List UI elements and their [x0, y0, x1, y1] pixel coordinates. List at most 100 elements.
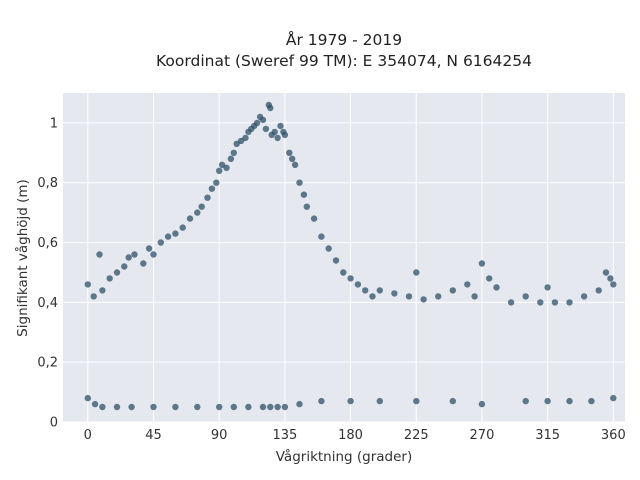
data-point — [544, 397, 551, 405]
data-point — [194, 209, 201, 216]
data-point — [449, 287, 456, 294]
data-point — [347, 275, 354, 282]
data-point — [157, 239, 164, 246]
data-point — [607, 275, 614, 282]
data-point — [376, 287, 383, 294]
data-point — [91, 400, 99, 408]
data-point — [90, 293, 97, 300]
data-point — [493, 284, 500, 291]
data-point — [340, 269, 347, 276]
data-point — [435, 293, 442, 300]
data-point — [84, 394, 92, 402]
x-tick-label: 315 — [535, 428, 560, 443]
x-tick-label: 90 — [211, 428, 228, 443]
data-point — [332, 257, 340, 264]
data-point — [413, 397, 420, 405]
y-tick-label: 1 — [50, 116, 58, 131]
data-point — [253, 119, 261, 127]
x-tick-label: 270 — [470, 428, 495, 443]
data-point — [362, 287, 369, 294]
data-point — [325, 245, 332, 252]
data-point — [544, 284, 551, 291]
data-point — [198, 203, 205, 210]
y-axis-label: Signifikant våghöjd (m) — [14, 179, 31, 337]
data-point — [125, 254, 132, 261]
data-point — [281, 403, 289, 411]
data-point — [106, 275, 113, 282]
data-point — [566, 299, 573, 306]
data-point — [405, 293, 413, 300]
data-point — [121, 263, 128, 270]
x-axis-label: Vågriktning (grader) — [276, 448, 413, 465]
data-point — [376, 397, 383, 405]
data-point — [369, 293, 376, 300]
data-point — [602, 269, 610, 276]
data-point — [318, 233, 325, 240]
data-point — [227, 155, 235, 162]
data-point — [420, 296, 427, 303]
data-point — [262, 125, 270, 133]
data-point — [354, 281, 362, 288]
data-point — [259, 403, 267, 411]
data-point — [164, 233, 172, 240]
data-point — [128, 403, 135, 411]
data-point — [588, 397, 595, 405]
y-tick-label: 0,8 — [37, 176, 58, 191]
y-tick-label: 0,2 — [37, 356, 58, 371]
data-point — [595, 287, 602, 294]
data-point — [186, 215, 194, 222]
data-point — [140, 260, 147, 267]
data-point — [551, 299, 559, 306]
data-point — [610, 281, 617, 288]
data-point — [131, 251, 138, 258]
data-point — [96, 251, 103, 258]
data-point — [179, 224, 186, 231]
data-point — [150, 251, 157, 258]
data-point — [223, 164, 230, 171]
data-point — [413, 269, 420, 276]
x-tick-label: 0 — [84, 428, 92, 443]
data-point — [216, 167, 223, 174]
y-tick-label: 0,4 — [37, 296, 58, 311]
chart-subtitle: Koordinat (Sweref 99 TM): E 354074, N 61… — [156, 52, 532, 70]
data-point — [99, 403, 106, 411]
data-point — [566, 397, 573, 405]
y-tick-label: 0,6 — [37, 236, 58, 251]
data-point — [194, 403, 201, 411]
data-point — [271, 128, 278, 136]
x-tick-label: 360 — [601, 428, 626, 443]
data-point — [610, 394, 617, 402]
data-point — [230, 403, 237, 411]
data-point — [296, 179, 303, 186]
chart-title: År 1979 - 2019 — [286, 30, 402, 49]
data-point — [318, 397, 325, 405]
data-point — [522, 397, 529, 405]
data-point — [303, 203, 310, 210]
x-axis-ticks: 0 45 90 135 180 225 270 315 360 — [84, 428, 626, 443]
data-point — [507, 299, 515, 306]
data-point — [286, 149, 293, 156]
data-point — [259, 116, 267, 124]
y-axis-ticks: 0 0,2 0,4 0,6 0,8 1 — [37, 116, 58, 430]
data-point — [172, 403, 179, 411]
data-point — [113, 403, 121, 411]
data-point — [522, 293, 529, 300]
data-point — [245, 403, 252, 411]
data-point — [172, 230, 179, 237]
data-point — [310, 215, 318, 222]
grid-lines — [63, 93, 625, 423]
data-point — [150, 403, 157, 411]
data-point — [464, 281, 471, 288]
data-point — [99, 287, 106, 294]
x-tick-label: 45 — [145, 428, 162, 443]
y-tick-label: 0 — [50, 416, 58, 431]
data-point — [204, 194, 211, 201]
data-point — [391, 290, 398, 297]
data-point — [289, 155, 296, 162]
data-point — [230, 149, 237, 156]
data-point — [242, 134, 249, 142]
data-point — [216, 403, 223, 411]
data-point — [347, 397, 354, 405]
data-point — [537, 299, 544, 306]
data-point — [145, 245, 153, 252]
